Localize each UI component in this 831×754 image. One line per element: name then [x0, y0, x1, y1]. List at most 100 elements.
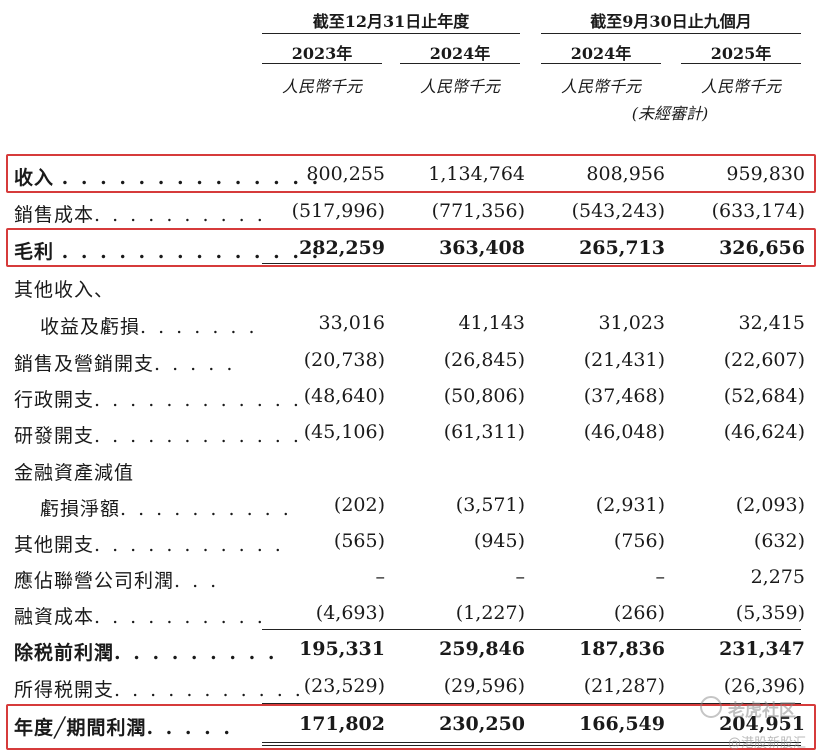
- row-value: (21,287): [583, 675, 665, 697]
- row-value: 808,956: [586, 163, 665, 185]
- row-value: (46,048): [583, 421, 665, 443]
- header-fiscal-year: 截至12月31日止年度: [312, 12, 470, 31]
- row-value: (61,311): [443, 421, 525, 443]
- subtotal-rule: [262, 629, 801, 630]
- row-value: 32,415: [738, 312, 805, 334]
- row-value: 231,347: [719, 638, 805, 660]
- row-admin-expenses: 行政開支. . . . . . . . . . . . (48,640) (50…: [0, 377, 831, 415]
- row-value: 230,250: [439, 713, 525, 735]
- row-gross-profit: 毛利 . . . . . . . . . . . . . . 282,259 3…: [0, 229, 831, 267]
- row-value: 326,656: [719, 237, 805, 259]
- row-profit-for-period: 年度╱期間利潤. . . . . 171,802 230,250 166,549…: [0, 705, 831, 743]
- row-value: 166,549: [579, 713, 665, 735]
- row-share-of-associates: 應佔聯營公司利潤. . . – – – 2,275: [0, 558, 831, 596]
- watermark-handle: @港股新股汇: [728, 736, 807, 751]
- row-value: (632): [753, 530, 805, 552]
- row-other-gains-losses: 收益及虧損. . . . . . . 33,016 41,143 31,023 …: [0, 304, 831, 342]
- row-revenue: 收入 . . . . . . . . . . . . . . 800,255 1…: [0, 155, 831, 193]
- row-value: 1,134,764: [428, 163, 525, 185]
- header-unit-1: 人民幣千元: [419, 77, 500, 96]
- row-value: (45,106): [303, 421, 385, 443]
- header-year-rule-1: [400, 63, 520, 64]
- row-label: 應佔聯營公司利潤. . .: [14, 570, 220, 592]
- header-year-2024-fy: 2024年: [429, 44, 491, 63]
- row-value: (29,596): [443, 675, 525, 697]
- row-label: 其他開支. . . . . . . . . . .: [14, 534, 284, 556]
- row-label: 金融資產減值: [14, 462, 135, 484]
- row-value: 363,408: [439, 237, 525, 259]
- row-value: 959,830: [726, 163, 805, 185]
- row-income-tax: 所得税開支. . . . . . . . . . . (23,529) (29,…: [0, 667, 831, 705]
- row-value: 41,143: [458, 312, 525, 334]
- row-label: 銷售成本. . . . . . . . . .: [14, 204, 266, 226]
- row-value: (26,396): [723, 675, 805, 697]
- row-value: 33,016: [318, 312, 385, 334]
- header-unit-0: 人民幣千元: [281, 77, 362, 96]
- highlight-profit-for-period: [6, 704, 816, 750]
- header-year-rule-3: [681, 63, 801, 64]
- row-label: 銷售及營銷開支. . . . .: [14, 353, 236, 375]
- row-value: (945): [473, 530, 525, 552]
- subtotal-rule: [262, 703, 801, 704]
- row-value: (46,624): [723, 421, 805, 443]
- row-impairment-header: 金融資產減值: [0, 450, 831, 488]
- row-value: (26,845): [443, 349, 525, 371]
- row-other-income-header: 其他收入、: [0, 267, 831, 305]
- row-value: (50,806): [443, 385, 525, 407]
- header-year-2025: 2025年: [710, 44, 772, 63]
- row-finance-costs: 融資成本. . . . . . . . . . (4,693) (1,227) …: [0, 594, 831, 632]
- row-rd-expenses: 研發開支. . . . . . . . . . . . (45,106) (61…: [0, 413, 831, 451]
- row-value: –: [515, 566, 526, 588]
- highlight-revenue: [6, 154, 816, 193]
- row-cost-of-sales: 銷售成本. . . . . . . . . . (517,996) (771,3…: [0, 192, 831, 230]
- header-year-2024-9m: 2024年: [570, 44, 632, 63]
- subtotal-rule: [262, 263, 801, 264]
- row-value: (37,468): [583, 385, 665, 407]
- row-value: (21,431): [583, 349, 665, 371]
- header-year-2023: 2023年: [291, 44, 353, 63]
- row-label: 除税前利潤. . . . . . . . .: [14, 642, 278, 664]
- row-label: 年度╱期間利潤. . . . .: [14, 717, 233, 739]
- row-impairment-net: 虧損淨額. . . . . . . . . . (202) (3,571) (2…: [0, 486, 831, 524]
- row-value: (2,931): [595, 494, 665, 516]
- total-double-rule: [262, 742, 801, 746]
- row-value: (1,227): [455, 602, 525, 624]
- watermark-logo-icon: [700, 696, 722, 718]
- row-value: (543,243): [571, 200, 665, 222]
- row-value: (633,174): [711, 200, 805, 222]
- row-value: 171,802: [299, 713, 385, 735]
- highlight-gross-profit: [6, 228, 816, 267]
- row-other-expenses: 其他開支. . . . . . . . . . . (565) (945) (7…: [0, 522, 831, 560]
- header-year-rule-0: [262, 63, 382, 64]
- row-label: 收入 . . . . . . . . . . . . . .: [14, 167, 322, 189]
- row-value: (202): [333, 494, 385, 516]
- row-label: 研發開支. . . . . . . . . . . .: [14, 425, 302, 447]
- row-value: 204,951: [719, 713, 805, 735]
- row-value: (517,996): [291, 200, 385, 222]
- row-value: (756): [613, 530, 665, 552]
- row-value: (20,738): [303, 349, 385, 371]
- header-nine-months: 截至9月30日止九個月: [590, 12, 752, 31]
- row-label: 虧損淨額. . . . . . . . . .: [40, 498, 292, 520]
- row-value: 282,259: [299, 237, 385, 259]
- row-value: 195,331: [299, 638, 385, 660]
- row-value: 800,255: [306, 163, 385, 185]
- row-value: (266): [613, 602, 665, 624]
- row-value: (52,684): [723, 385, 805, 407]
- row-value: –: [655, 566, 666, 588]
- row-label: 行政開支. . . . . . . . . . . .: [14, 389, 302, 411]
- row-value: (5,359): [735, 602, 805, 624]
- header-unit-3: 人民幣千元: [700, 77, 781, 96]
- row-value: (48,640): [303, 385, 385, 407]
- row-value: 265,713: [579, 237, 665, 259]
- header-fiscal-year-rule: [262, 33, 520, 34]
- row-value: (23,529): [303, 675, 385, 697]
- row-value: 2,275: [750, 566, 805, 588]
- row-value: 31,023: [598, 312, 665, 334]
- row-label: 其他收入、: [14, 279, 115, 301]
- row-value: (22,607): [723, 349, 805, 371]
- row-label: 毛利 . . . . . . . . . . . . . .: [14, 241, 322, 263]
- row-value: (3,571): [455, 494, 525, 516]
- row-label: 融資成本. . . . . . . . . .: [14, 606, 266, 628]
